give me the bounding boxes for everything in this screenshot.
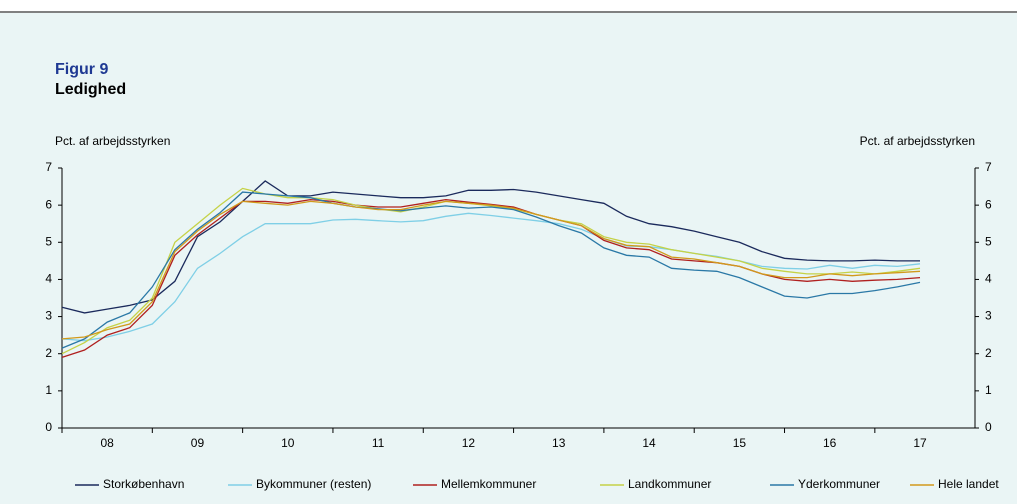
y2-axis-label: Pct. af arbejdsstyrken [860, 134, 975, 148]
y2-tick-label: 7 [985, 160, 992, 174]
y2-tick-label: 4 [985, 272, 992, 286]
x-tick-label: 12 [462, 436, 476, 450]
x-tick-label: 08 [100, 436, 114, 450]
legend-label: Hele landet [938, 477, 999, 491]
chart-title: Ledighed [55, 81, 126, 98]
x-tick-label: 14 [642, 436, 656, 450]
series-line [61, 187, 921, 355]
x-tick-label: 09 [191, 436, 205, 450]
series-line [61, 212, 921, 342]
legend-label: Bykommuner (resten) [256, 477, 371, 491]
y2-tick-label: 5 [985, 234, 992, 248]
series-line [61, 198, 921, 359]
y-tick-label: 2 [45, 346, 52, 360]
x-tick-label: 16 [823, 436, 837, 450]
x-tick-label: 17 [913, 436, 927, 450]
y-tick-label: 7 [45, 160, 52, 174]
legend-label: Mellemkommuner [441, 477, 536, 491]
y2-tick-label: 0 [985, 420, 992, 434]
series-line [61, 180, 920, 314]
x-tick-label: 13 [552, 436, 566, 450]
y-tick-label: 4 [45, 272, 52, 286]
x-tick-label: 10 [281, 436, 295, 450]
y-tick-label: 6 [45, 197, 52, 211]
y-tick-label: 3 [45, 309, 52, 323]
y2-tick-label: 1 [985, 383, 992, 397]
figure-label: Figur 9 [55, 61, 108, 78]
legend-label: Storkøbenhavn [103, 477, 184, 491]
y-tick-label: 0 [45, 420, 52, 434]
legend-label: Landkommuner [628, 477, 711, 491]
series-line [61, 191, 921, 349]
y2-tick-label: 3 [985, 309, 992, 323]
legend-label: Yderkommuner [798, 477, 880, 491]
y2-tick-label: 6 [985, 197, 992, 211]
y-tick-label: 5 [45, 234, 52, 248]
x-tick-label: 11 [372, 436, 385, 450]
x-tick-label: 15 [733, 436, 747, 450]
y2-tick-label: 2 [985, 346, 992, 360]
series-line [61, 200, 921, 340]
y-axis-label: Pct. af arbejdsstyrken [55, 134, 170, 148]
y-tick-label: 1 [45, 383, 52, 397]
